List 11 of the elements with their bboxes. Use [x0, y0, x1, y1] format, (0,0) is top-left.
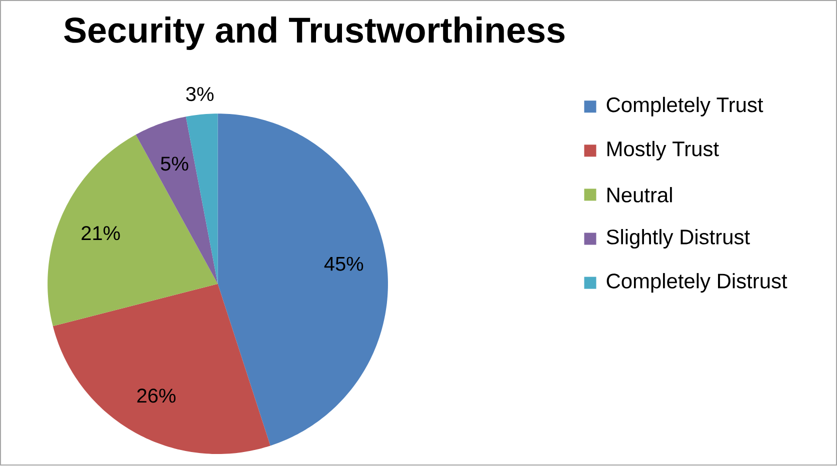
legend-label: Completely Distrust — [606, 273, 788, 293]
legend-label: Slightly Distrust — [606, 229, 750, 249]
legend-label: Completely Trust — [606, 97, 764, 117]
legend-label: Neutral — [607, 187, 672, 203]
chart-title: Security and Trustworthiness — [64, 16, 564, 50]
data-label: 5% — [160, 156, 188, 171]
data-label: 3% — [186, 87, 214, 102]
data-label: 45% — [324, 257, 364, 272]
legend-label: Mostly Trust — [607, 141, 719, 161]
data-label: 21% — [82, 226, 120, 240]
data-label: 26% — [137, 388, 176, 403]
